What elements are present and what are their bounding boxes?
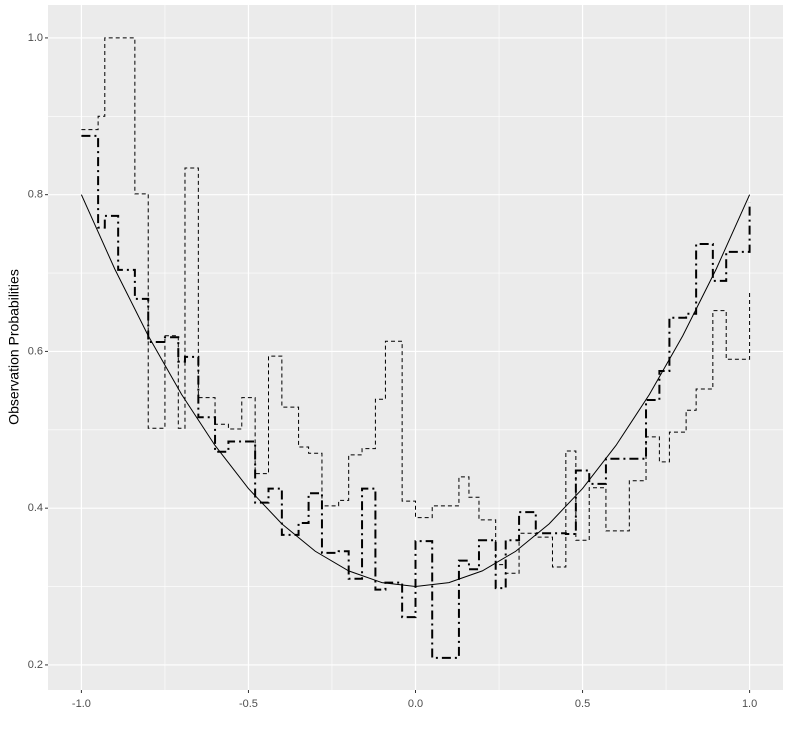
x-tick-label: 0.5 [575, 698, 590, 710]
y-tick-label: 1.0 [28, 32, 43, 44]
x-tick-label: -1.0 [72, 698, 91, 710]
y-tick-label: 0.8 [28, 189, 43, 201]
y-tick-label: 0.4 [28, 502, 43, 514]
step-line [81, 37, 751, 574]
y-tick-label: 0.6 [28, 345, 43, 357]
curve-line [80, 194, 751, 588]
step-line [81, 134, 751, 659]
x-tick-label: 1.0 [742, 698, 757, 710]
x-tick-label: -0.5 [239, 698, 258, 710]
y-tick-label: 0.2 [28, 659, 43, 671]
x-tick-label: 0.0 [408, 698, 423, 710]
y-axis-title: Observation Probabilities [6, 269, 22, 425]
